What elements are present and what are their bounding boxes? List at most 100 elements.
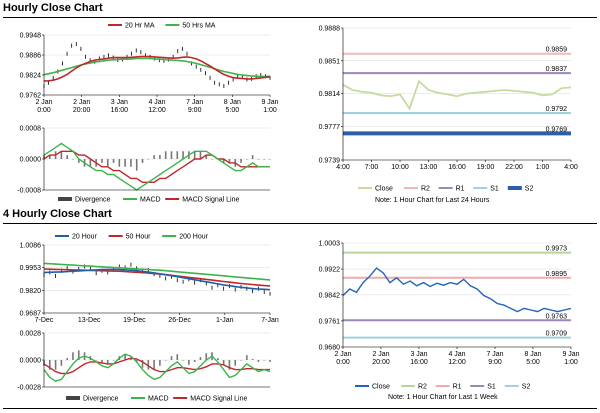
four-hourly-divergence-bar bbox=[269, 360, 271, 362]
four-hourly-divergence-bar bbox=[112, 360, 115, 361]
four-hourly-macd-legend-label: MACD Signal Line bbox=[190, 396, 247, 403]
hourly-levels-x-tick-label: 4:00 bbox=[564, 164, 578, 171]
hourly-levels-x-tick-label: 13:00 bbox=[420, 164, 438, 171]
hourly-divergence-bar bbox=[48, 155, 51, 159]
hourly-ma-legend-label: 20 Hr MA bbox=[125, 23, 155, 30]
four-hourly-price-x-tick-label: 7-Jan bbox=[261, 317, 279, 324]
hourly-divergence-bar bbox=[101, 159, 103, 163]
hourly-levels-x-tick-label: 22:00 bbox=[505, 164, 523, 171]
four-hourly-price-x-tick-label: 7-Dec bbox=[35, 317, 54, 324]
four-hourly-levels-x-tick-label: 16:00 bbox=[410, 359, 428, 366]
four-hourly-price-y-tick-label: 0.9820 bbox=[20, 288, 42, 295]
four-hourly-ma-legend-label: 200 Hour bbox=[179, 234, 208, 241]
four-hourly-ma200-line bbox=[43, 262, 271, 281]
hourly-levels-x-tick-label: 10:00 bbox=[391, 164, 409, 171]
hourly-macd-y-tick-label: 0.0000 bbox=[20, 157, 42, 164]
four-hourly-divergence-bar bbox=[54, 360, 57, 370]
hourly-price-x-tick-label: 9:00 bbox=[188, 107, 202, 114]
four-hourly-divergence-bar bbox=[182, 360, 184, 361]
four-hourly-macd-legend-label: Divergence bbox=[83, 396, 119, 403]
hourly-price-x-tick-label: 4 Jan bbox=[148, 99, 165, 106]
four-hourly-ma-legend-label: 20 Hour bbox=[72, 234, 98, 241]
four-hourly-levels-legend-label: S1 bbox=[487, 384, 496, 391]
four-hourly-macd-line bbox=[43, 353, 271, 382]
hourly-price-x-tick-label: 9 Jan bbox=[261, 99, 278, 106]
four-hourly-macd-legend-label: MACD bbox=[148, 396, 169, 403]
four-hourly-levels-x-tick-label: 5:00 bbox=[526, 359, 540, 366]
four-hourly-divergence-bar bbox=[72, 352, 74, 360]
four-hourly-divergence-bar bbox=[176, 354, 179, 360]
hourly-price-x-tick-label: 1:00 bbox=[263, 107, 277, 114]
hourly-price-x-tick-label: 12:00 bbox=[148, 107, 166, 114]
four-hourly-divergence-bar bbox=[205, 353, 208, 360]
four-hourly-divergence-bar bbox=[222, 360, 225, 365]
hourly-divergence-bar bbox=[182, 151, 184, 159]
hourly-macd-y-tick-label: 0.0008 bbox=[20, 126, 42, 133]
four-hourly-price-x-tick-label: 1-Jan bbox=[216, 317, 234, 324]
hourly-levels-legend-label: R1 bbox=[456, 186, 465, 193]
hourly-levels-y-tick-label: 0.9814 bbox=[319, 91, 341, 98]
four-hourly-price-y-tick-label: 0.9953 bbox=[20, 265, 42, 272]
four-hourly-macd-y-tick-label: 0.0000 bbox=[20, 358, 42, 365]
hourly-macd-y-tick-label: -0.0008 bbox=[17, 188, 41, 195]
hourly-levels-legend-label: S2 bbox=[525, 186, 534, 193]
four-hourly-levels-y-tick-label: 0.9922 bbox=[319, 267, 341, 274]
hourly-divergence-bar bbox=[89, 159, 92, 167]
hourly-divergence-bar bbox=[77, 159, 80, 163]
hourly-levels-legend-label: R2 bbox=[421, 186, 430, 193]
four-hourly-divergence-bar bbox=[246, 355, 248, 360]
hourly-divergence-bar bbox=[135, 159, 138, 171]
four-hourly-levels-y-tick-label: 0.9680 bbox=[319, 345, 341, 352]
four-hourly-levels-x-tick-label: 12:00 bbox=[448, 359, 466, 366]
four-hourly-levels-x-tick-label: 1:00 bbox=[564, 359, 578, 366]
hourly-s2-value-label: 0.9769 bbox=[546, 126, 568, 133]
hourly-close-line bbox=[342, 79, 572, 111]
hourly-divergence-bar bbox=[211, 159, 213, 160]
four-hourly-divergence-bar bbox=[188, 360, 190, 365]
hourly-levels-x-tick-label: 1:00 bbox=[536, 164, 550, 171]
hourly-levels-x-tick-label: 16:00 bbox=[448, 164, 466, 171]
hourly-ma-legend-label: 50 Hrs MA bbox=[182, 23, 215, 30]
four-hourly-divergence-bar bbox=[48, 360, 51, 370]
hourly-levels-x-tick-label: 4:00 bbox=[336, 164, 350, 171]
four-hourly-divergence-bar bbox=[193, 360, 196, 362]
hourly-divergence-bar bbox=[124, 159, 126, 167]
four-hourly-levels-legend-label: R2 bbox=[418, 384, 427, 391]
hourly-divergence-bar bbox=[193, 151, 196, 159]
hourly-price-x-tick-label: 2 Jan bbox=[73, 99, 90, 106]
hourly-ma20-line bbox=[43, 55, 271, 82]
four-hourly-divergence-bar bbox=[66, 358, 68, 360]
four-hourly-divergence-bar bbox=[199, 357, 202, 360]
hourly-divergence-bar bbox=[118, 159, 121, 167]
four-hourly-divergence-bar bbox=[124, 354, 126, 360]
four-hourly-levels-legend-label: S2 bbox=[522, 384, 531, 391]
hourly-divergence-bar bbox=[170, 151, 173, 159]
four-hourly-signal-line bbox=[43, 357, 270, 375]
hourly-price-x-tick-label: 8 Jan bbox=[224, 99, 241, 106]
four-hourly-levels-x-tick-label: 2 Jan bbox=[334, 351, 351, 358]
hourly-macd-legend-label: MACD bbox=[140, 197, 161, 204]
four-hourly-price-y-tick-label: 0.9687 bbox=[20, 311, 42, 318]
four-hourly-levels-x-tick-label: 20:00 bbox=[372, 359, 390, 366]
four-hourly-divergence-bar bbox=[153, 360, 155, 370]
hourly-divergence-bar bbox=[60, 151, 63, 159]
four-hourly-levels-x-tick-label: 3 Jan bbox=[410, 351, 427, 358]
four-hourly-divergence-bar bbox=[101, 360, 103, 363]
hourly-price-y-tick-label: 0.9762 bbox=[20, 93, 42, 100]
hourly-price-x-tick-label: 16:00 bbox=[111, 107, 129, 114]
four-hourly-divergence-bar bbox=[60, 360, 63, 366]
hourly-section-title: Hourly Close Chart bbox=[3, 2, 103, 14]
four-hourly-levels-legend-label: Close bbox=[372, 384, 390, 391]
four-hourly-levels-y-tick-label: 0.9761 bbox=[319, 318, 341, 325]
four-hourly-divergence-bar bbox=[95, 360, 97, 361]
four-hourly-levels-x-tick-label: 0:00 bbox=[336, 359, 350, 366]
hourly-price-x-tick-label: 7 Jan bbox=[186, 99, 203, 106]
hourly-divergence-bar bbox=[205, 155, 208, 159]
hourly-divergence-bar bbox=[246, 159, 248, 160]
four-hourly-divergence-bar bbox=[263, 360, 266, 361]
hourly-signal-line bbox=[43, 150, 270, 184]
four-hourly-r2-value-label: 0.9973 bbox=[546, 246, 568, 253]
hourly-r2-value-label: 0.9859 bbox=[546, 47, 568, 54]
hourly-title-rule bbox=[3, 17, 597, 18]
